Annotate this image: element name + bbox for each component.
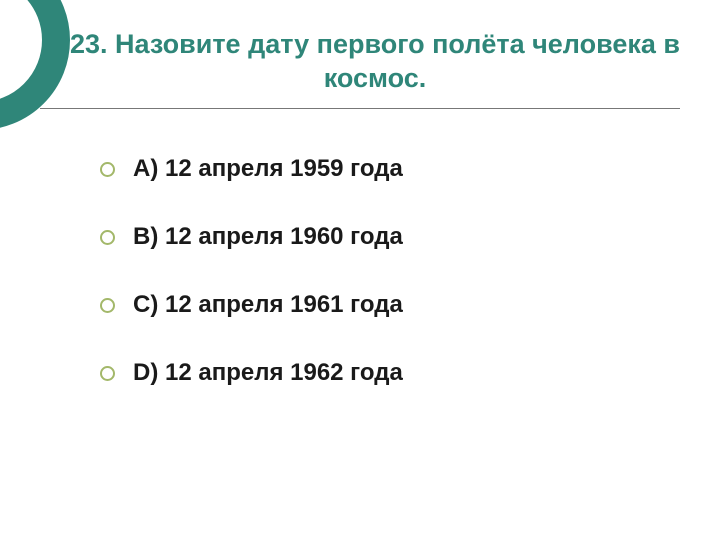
option-label: D) 12 апреля 1962 года — [133, 359, 403, 387]
title-divider — [40, 108, 680, 109]
question-title: 23. Назовите дату первого полёта человек… — [70, 28, 680, 96]
option-label: A) 12 апреля 1959 года — [133, 155, 403, 183]
option-label: B) 12 апреля 1960 года — [133, 223, 403, 251]
options-list: A) 12 апреля 1959 года B) 12 апреля 1960… — [100, 155, 680, 427]
bullet-icon — [100, 230, 115, 245]
option-label: C) 12 апреля 1961 года — [133, 291, 403, 319]
bullet-icon — [100, 298, 115, 313]
bullet-icon — [100, 162, 115, 177]
bullet-icon — [100, 366, 115, 381]
option-a[interactable]: A) 12 апреля 1959 года — [100, 155, 680, 183]
corner-circle-decoration — [0, 0, 70, 130]
option-d[interactable]: D) 12 апреля 1962 года — [100, 359, 680, 387]
option-b[interactable]: B) 12 апреля 1960 года — [100, 223, 680, 251]
option-c[interactable]: C) 12 апреля 1961 года — [100, 291, 680, 319]
